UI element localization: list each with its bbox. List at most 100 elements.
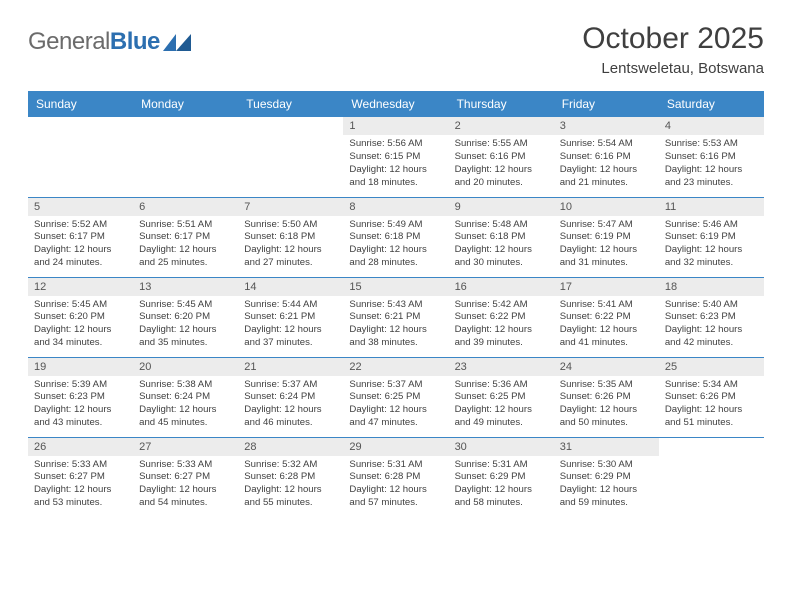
- day-details: Sunrise: 5:53 AMSunset: 6:16 PMDaylight:…: [659, 135, 764, 194]
- calendar-head: SundayMondayTuesdayWednesdayThursdayFrid…: [28, 91, 764, 117]
- day-details: Sunrise: 5:38 AMSunset: 6:24 PMDaylight:…: [133, 376, 238, 435]
- weekday-header: Wednesday: [343, 91, 448, 117]
- calendar-day-cell: 16Sunrise: 5:42 AMSunset: 6:22 PMDayligh…: [449, 277, 554, 357]
- day-number: [28, 117, 133, 135]
- day-details: Sunrise: 5:54 AMSunset: 6:16 PMDaylight:…: [554, 135, 659, 194]
- day-number: 31: [554, 438, 659, 456]
- calendar-day-cell: [133, 117, 238, 197]
- calendar-day-cell: 11Sunrise: 5:46 AMSunset: 6:19 PMDayligh…: [659, 197, 764, 277]
- day-number: 30: [449, 438, 554, 456]
- day-details: Sunrise: 5:31 AMSunset: 6:29 PMDaylight:…: [449, 456, 554, 515]
- calendar-day-cell: 12Sunrise: 5:45 AMSunset: 6:20 PMDayligh…: [28, 277, 133, 357]
- calendar-day-cell: 17Sunrise: 5:41 AMSunset: 6:22 PMDayligh…: [554, 277, 659, 357]
- logo: GeneralBlue: [28, 22, 192, 56]
- calendar-day-cell: 4Sunrise: 5:53 AMSunset: 6:16 PMDaylight…: [659, 117, 764, 197]
- day-number: 4: [659, 117, 764, 135]
- calendar-week-row: 5Sunrise: 5:52 AMSunset: 6:17 PMDaylight…: [28, 197, 764, 277]
- day-details: Sunrise: 5:39 AMSunset: 6:23 PMDaylight:…: [28, 376, 133, 435]
- day-number: 2: [449, 117, 554, 135]
- calendar-day-cell: [238, 117, 343, 197]
- day-number: 9: [449, 198, 554, 216]
- day-number: 14: [238, 278, 343, 296]
- day-details: Sunrise: 5:37 AMSunset: 6:25 PMDaylight:…: [343, 376, 448, 435]
- day-details: Sunrise: 5:30 AMSunset: 6:29 PMDaylight:…: [554, 456, 659, 515]
- calendar-day-cell: 30Sunrise: 5:31 AMSunset: 6:29 PMDayligh…: [449, 437, 554, 517]
- calendar-body: 1Sunrise: 5:56 AMSunset: 6:15 PMDaylight…: [28, 117, 764, 517]
- weekday-header: Monday: [133, 91, 238, 117]
- calendar-day-cell: 25Sunrise: 5:34 AMSunset: 6:26 PMDayligh…: [659, 357, 764, 437]
- calendar-day-cell: 21Sunrise: 5:37 AMSunset: 6:24 PMDayligh…: [238, 357, 343, 437]
- day-number: 15: [343, 278, 448, 296]
- day-details: Sunrise: 5:40 AMSunset: 6:23 PMDaylight:…: [659, 296, 764, 355]
- calendar-table: SundayMondayTuesdayWednesdayThursdayFrid…: [28, 91, 764, 517]
- logo-text-b: Blue: [110, 28, 160, 55]
- day-number: 17: [554, 278, 659, 296]
- calendar-day-cell: 15Sunrise: 5:43 AMSunset: 6:21 PMDayligh…: [343, 277, 448, 357]
- day-number: 5: [28, 198, 133, 216]
- day-number: 24: [554, 358, 659, 376]
- day-number: 22: [343, 358, 448, 376]
- day-number: 19: [28, 358, 133, 376]
- calendar-day-cell: 23Sunrise: 5:36 AMSunset: 6:25 PMDayligh…: [449, 357, 554, 437]
- day-details: Sunrise: 5:44 AMSunset: 6:21 PMDaylight:…: [238, 296, 343, 355]
- calendar-day-cell: 14Sunrise: 5:44 AMSunset: 6:21 PMDayligh…: [238, 277, 343, 357]
- day-number: 20: [133, 358, 238, 376]
- day-number: 23: [449, 358, 554, 376]
- weekday-header: Tuesday: [238, 91, 343, 117]
- weekday-header: Saturday: [659, 91, 764, 117]
- calendar-day-cell: 13Sunrise: 5:45 AMSunset: 6:20 PMDayligh…: [133, 277, 238, 357]
- day-details: Sunrise: 5:45 AMSunset: 6:20 PMDaylight:…: [28, 296, 133, 355]
- day-details: Sunrise: 5:55 AMSunset: 6:16 PMDaylight:…: [449, 135, 554, 194]
- calendar-day-cell: 1Sunrise: 5:56 AMSunset: 6:15 PMDaylight…: [343, 117, 448, 197]
- header: GeneralBlue October 2025 Lentsweletau, B…: [28, 22, 764, 77]
- day-number: [659, 438, 764, 456]
- calendar-day-cell: 29Sunrise: 5:31 AMSunset: 6:28 PMDayligh…: [343, 437, 448, 517]
- day-details: Sunrise: 5:52 AMSunset: 6:17 PMDaylight:…: [28, 216, 133, 275]
- day-number: 27: [133, 438, 238, 456]
- calendar-day-cell: [28, 117, 133, 197]
- day-number: 21: [238, 358, 343, 376]
- calendar-week-row: 12Sunrise: 5:45 AMSunset: 6:20 PMDayligh…: [28, 277, 764, 357]
- day-number: 10: [554, 198, 659, 216]
- day-details: Sunrise: 5:49 AMSunset: 6:18 PMDaylight:…: [343, 216, 448, 275]
- title-block: October 2025 Lentsweletau, Botswana: [582, 22, 764, 77]
- day-number: [238, 117, 343, 135]
- day-number: 7: [238, 198, 343, 216]
- calendar-day-cell: 24Sunrise: 5:35 AMSunset: 6:26 PMDayligh…: [554, 357, 659, 437]
- day-number: 8: [343, 198, 448, 216]
- day-details: Sunrise: 5:45 AMSunset: 6:20 PMDaylight:…: [133, 296, 238, 355]
- day-number: 6: [133, 198, 238, 216]
- calendar-day-cell: 31Sunrise: 5:30 AMSunset: 6:29 PMDayligh…: [554, 437, 659, 517]
- calendar-day-cell: 8Sunrise: 5:49 AMSunset: 6:18 PMDaylight…: [343, 197, 448, 277]
- day-details: Sunrise: 5:41 AMSunset: 6:22 PMDaylight:…: [554, 296, 659, 355]
- calendar-day-cell: 9Sunrise: 5:48 AMSunset: 6:18 PMDaylight…: [449, 197, 554, 277]
- calendar-day-cell: 3Sunrise: 5:54 AMSunset: 6:16 PMDaylight…: [554, 117, 659, 197]
- day-number: 16: [449, 278, 554, 296]
- day-number: 28: [238, 438, 343, 456]
- day-number: [133, 117, 238, 135]
- day-details: Sunrise: 5:33 AMSunset: 6:27 PMDaylight:…: [133, 456, 238, 515]
- day-details: Sunrise: 5:43 AMSunset: 6:21 PMDaylight:…: [343, 296, 448, 355]
- day-details: Sunrise: 5:48 AMSunset: 6:18 PMDaylight:…: [449, 216, 554, 275]
- logo-mark-icon: [162, 31, 192, 53]
- day-details: Sunrise: 5:51 AMSunset: 6:17 PMDaylight:…: [133, 216, 238, 275]
- page-title: October 2025: [582, 22, 764, 56]
- day-details: Sunrise: 5:42 AMSunset: 6:22 PMDaylight:…: [449, 296, 554, 355]
- calendar-day-cell: 6Sunrise: 5:51 AMSunset: 6:17 PMDaylight…: [133, 197, 238, 277]
- logo-text-a: General: [28, 28, 110, 55]
- calendar-day-cell: 27Sunrise: 5:33 AMSunset: 6:27 PMDayligh…: [133, 437, 238, 517]
- day-number: 3: [554, 117, 659, 135]
- day-number: 12: [28, 278, 133, 296]
- day-details: Sunrise: 5:31 AMSunset: 6:28 PMDaylight:…: [343, 456, 448, 515]
- calendar-day-cell: 22Sunrise: 5:37 AMSunset: 6:25 PMDayligh…: [343, 357, 448, 437]
- calendar-page: GeneralBlue October 2025 Lentsweletau, B…: [0, 0, 792, 517]
- day-details: Sunrise: 5:33 AMSunset: 6:27 PMDaylight:…: [28, 456, 133, 515]
- calendar-day-cell: 28Sunrise: 5:32 AMSunset: 6:28 PMDayligh…: [238, 437, 343, 517]
- day-details: Sunrise: 5:32 AMSunset: 6:28 PMDaylight:…: [238, 456, 343, 515]
- day-number: 18: [659, 278, 764, 296]
- day-details: Sunrise: 5:46 AMSunset: 6:19 PMDaylight:…: [659, 216, 764, 275]
- weekday-header: Sunday: [28, 91, 133, 117]
- calendar-day-cell: 19Sunrise: 5:39 AMSunset: 6:23 PMDayligh…: [28, 357, 133, 437]
- day-details: Sunrise: 5:34 AMSunset: 6:26 PMDaylight:…: [659, 376, 764, 435]
- calendar-day-cell: 7Sunrise: 5:50 AMSunset: 6:18 PMDaylight…: [238, 197, 343, 277]
